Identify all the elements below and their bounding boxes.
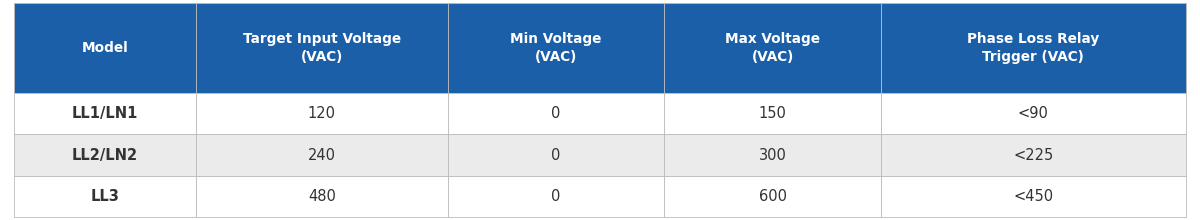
Bar <box>196 134 448 176</box>
Bar <box>881 134 1186 176</box>
Text: Target Input Voltage
(VAC): Target Input Voltage (VAC) <box>242 32 401 64</box>
Bar <box>196 3 448 93</box>
Text: 300: 300 <box>758 148 787 163</box>
Bar <box>881 3 1186 93</box>
Text: 0: 0 <box>551 189 560 204</box>
Text: 0: 0 <box>551 148 560 163</box>
Text: 0: 0 <box>551 106 560 121</box>
Bar <box>14 134 196 176</box>
Text: Phase Loss Relay
Trigger (VAC): Phase Loss Relay Trigger (VAC) <box>967 32 1099 64</box>
Bar <box>448 3 665 93</box>
Bar <box>14 3 196 93</box>
Text: 480: 480 <box>308 189 336 204</box>
Bar <box>196 93 448 134</box>
Text: <450: <450 <box>1013 189 1054 204</box>
Text: LL1/LN1: LL1/LN1 <box>72 106 138 121</box>
Bar <box>448 176 665 217</box>
Text: <90: <90 <box>1018 106 1049 121</box>
Bar <box>665 3 881 93</box>
Bar <box>14 176 196 217</box>
Bar <box>14 93 196 134</box>
Bar <box>448 134 665 176</box>
Bar <box>881 176 1186 217</box>
Text: 240: 240 <box>308 148 336 163</box>
Text: LL2/LN2: LL2/LN2 <box>72 148 138 163</box>
Text: 120: 120 <box>308 106 336 121</box>
Text: Model: Model <box>82 41 128 55</box>
Text: Min Voltage
(VAC): Min Voltage (VAC) <box>510 32 601 64</box>
Text: LL3: LL3 <box>91 189 120 204</box>
Text: <225: <225 <box>1013 148 1054 163</box>
Bar <box>665 176 881 217</box>
Bar <box>665 93 881 134</box>
Bar <box>196 176 448 217</box>
Text: 600: 600 <box>758 189 787 204</box>
Bar <box>881 93 1186 134</box>
Text: 150: 150 <box>758 106 787 121</box>
Text: Max Voltage
(VAC): Max Voltage (VAC) <box>725 32 821 64</box>
Bar <box>448 93 665 134</box>
Bar <box>665 134 881 176</box>
